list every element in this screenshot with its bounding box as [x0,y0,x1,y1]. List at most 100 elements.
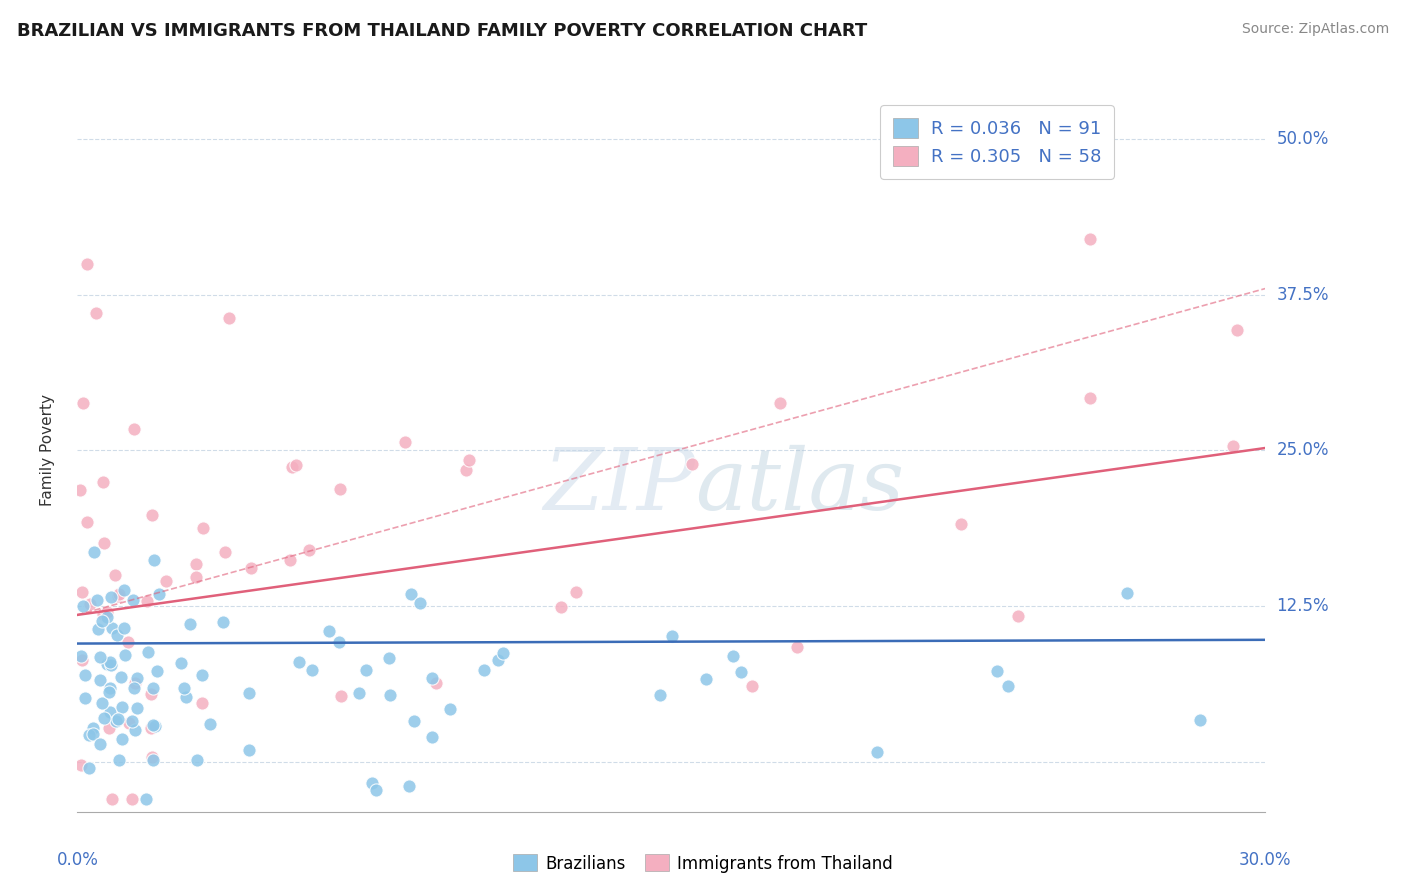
Point [69,483,91,497]
Point [82,721,104,735]
Point [136,594,159,608]
Point [378,651,401,665]
Point [91,607,114,621]
Point [695,672,717,686]
Point [112,621,135,635]
Point [564,584,586,599]
Point [1189,713,1212,727]
Point [212,615,235,629]
Point [287,655,309,669]
Point [730,665,752,679]
Point [1222,439,1244,453]
Point [425,676,447,690]
Point [186,753,208,767]
Point [89,737,111,751]
Point [456,463,478,477]
Point [186,570,208,584]
Point [125,671,148,685]
Text: 30.0%: 30.0% [1239,851,1292,869]
Point [681,458,703,472]
Point [142,718,165,732]
Point [139,687,162,701]
Point [72,395,94,409]
Point [98,655,121,669]
Point [93,711,115,725]
Point [420,730,443,744]
Point [142,553,165,567]
Point [141,508,163,522]
Point [866,745,889,759]
Point [155,574,177,588]
Point [89,650,111,665]
Point [93,536,115,550]
Point [950,517,973,532]
Point [70,585,93,599]
Point [121,792,143,806]
Point [83,545,105,559]
Point [398,779,420,793]
Point [142,754,165,768]
Point [124,676,146,690]
Point [361,775,384,789]
Point [238,743,260,757]
Point [111,699,134,714]
Point [139,721,162,735]
Point [472,663,495,677]
Point [135,792,157,806]
Point [142,681,165,695]
Point [122,681,145,695]
Point [439,702,461,716]
Point [394,435,416,450]
Point [143,718,166,732]
Point [318,624,340,639]
Point [301,663,323,677]
Point [238,686,260,700]
Point [329,482,352,496]
Point [1116,586,1139,600]
Point [98,681,121,696]
Point [173,681,195,695]
Point [118,715,141,730]
Point [200,717,222,731]
Point [100,621,122,635]
Point [107,712,129,726]
Point [1078,232,1101,246]
Point [76,515,98,529]
Text: ZIP: ZIP [543,445,695,528]
Text: Source: ZipAtlas.com: Source: ZipAtlas.com [1241,22,1389,37]
Point [124,723,146,738]
Point [73,668,96,682]
Point [648,688,671,702]
Point [100,658,122,673]
Point [122,593,145,607]
Point [661,629,683,643]
Point [1226,323,1249,337]
Point [550,599,572,614]
Point [486,652,509,666]
Point [100,590,122,604]
Point [87,622,110,636]
Point [110,670,132,684]
Point [73,691,96,706]
Point [491,646,513,660]
Legend: Brazilians, Immigrants from Thailand: Brazilians, Immigrants from Thailand [506,847,900,880]
Point [117,635,139,649]
Point [141,750,163,764]
Point [105,627,128,641]
Point [399,587,422,601]
Point [214,544,236,558]
Point [82,726,104,740]
Point [79,597,101,611]
Point [191,521,214,535]
Point [298,543,321,558]
Text: 12.5%: 12.5% [1277,597,1329,615]
Point [721,648,744,663]
Point [349,686,371,700]
Point [72,599,94,613]
Point [1007,609,1029,624]
Point [91,614,114,628]
Point [105,714,128,729]
Legend: R = 0.036   N = 91, R = 0.305   N = 58: R = 0.036 N = 91, R = 0.305 N = 58 [880,105,1114,178]
Point [191,696,214,710]
Point [769,396,792,410]
